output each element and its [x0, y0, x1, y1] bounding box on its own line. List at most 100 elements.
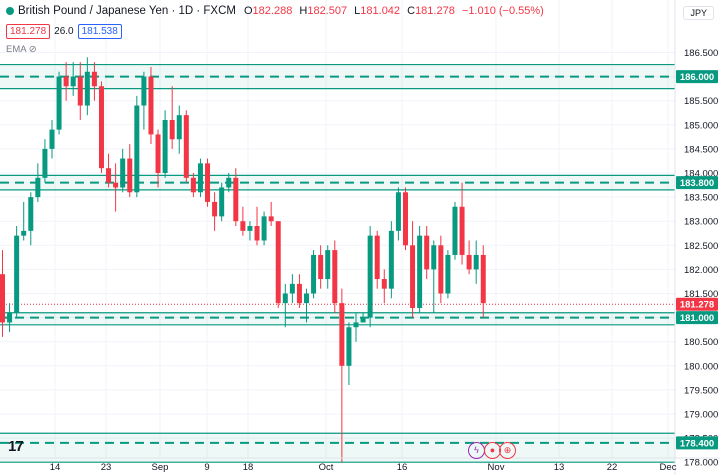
- candle-body: [77, 76, 83, 106]
- ohlc-readout: O182.288 H182.507 L181.042 C181.278 −1.0…: [243, 5, 544, 17]
- price-tag-label: 178.400: [680, 438, 714, 449]
- candle-body: [296, 283, 302, 304]
- candle-body: [275, 221, 281, 304]
- price-tag-label: 181.278: [680, 300, 714, 311]
- x-tick-label: 23: [101, 462, 112, 473]
- symbol-title[interactable]: British Pound / Japanese Yen · 1D · FXCM: [18, 5, 236, 17]
- candle-body: [459, 206, 465, 255]
- candle-body: [84, 71, 90, 106]
- candle-body: [205, 163, 211, 202]
- candle-body: [374, 235, 380, 280]
- candle-body: [70, 76, 76, 87]
- candle-body: [219, 187, 225, 217]
- candle-body: [367, 235, 373, 318]
- x-tick-label: 9: [204, 462, 209, 473]
- candle-body: [346, 327, 352, 366]
- price-tag: [676, 297, 718, 311]
- candle-body: [21, 230, 27, 236]
- candle-body: [388, 230, 394, 289]
- price-tag-label: 186.000: [680, 72, 714, 83]
- candle-body: [0, 274, 5, 323]
- y-tick-label: 183.000: [684, 217, 718, 228]
- candle-body: [282, 293, 288, 304]
- candle-body: [473, 254, 479, 270]
- candle-body: [261, 216, 267, 241]
- y-tick-label: 184.000: [684, 169, 718, 180]
- candle-body: [190, 177, 196, 193]
- candle-body: [212, 201, 218, 217]
- candle-body: [233, 177, 239, 222]
- candle-body: [402, 192, 408, 246]
- y-tick-label: 184.500: [684, 144, 718, 155]
- candle-body: [106, 168, 112, 183]
- candle-body: [452, 206, 458, 255]
- y-tick-label: 179.000: [684, 410, 718, 421]
- candle-body: [424, 235, 430, 270]
- x-tick-label: Oct: [319, 462, 334, 473]
- lightning-icon[interactable]: ϟ: [468, 442, 485, 459]
- currency-label[interactable]: JPY: [683, 6, 714, 20]
- candle-body: [49, 129, 55, 149]
- candle-body: [56, 76, 62, 130]
- candle-body: [438, 245, 444, 294]
- candle-body: [304, 293, 310, 304]
- candle-body: [381, 279, 387, 289]
- y-tick-label: 186.500: [684, 48, 718, 59]
- change-readout: −1.010 (−0.55%): [461, 5, 544, 17]
- sell-button[interactable]: 181.278: [6, 24, 51, 39]
- support-zone: [0, 433, 675, 463]
- y-tick-label: 181.500: [684, 289, 718, 300]
- x-tick-label: 18: [243, 462, 254, 473]
- candle-body: [120, 158, 126, 188]
- candle-body: [98, 86, 104, 169]
- spread-value: 26.0: [54, 26, 74, 37]
- x-tick-label: Sep: [152, 462, 169, 473]
- market-status-icon: [6, 7, 14, 15]
- candle-body: [395, 192, 401, 231]
- candle-body: [42, 148, 48, 178]
- globe-icon[interactable]: ⊕: [499, 442, 516, 459]
- y-tick-label: 185.500: [684, 96, 718, 107]
- candle-body: [197, 163, 203, 193]
- candle-body: [339, 303, 345, 366]
- candle-body: [480, 254, 486, 304]
- candle-body: [162, 119, 168, 173]
- chart-header: British Pound / Japanese Yen · 1D · FXCM…: [0, 0, 675, 22]
- candle-body: [14, 235, 20, 313]
- y-tick-label: 183.500: [684, 193, 718, 204]
- y-tick-label: 180.500: [684, 337, 718, 348]
- price-tag: [676, 436, 718, 450]
- candle-body: [289, 283, 295, 294]
- x-tick-label: 14: [50, 462, 61, 473]
- candle-body: [353, 322, 359, 328]
- tradingview-logo-icon: 17: [8, 438, 24, 455]
- candle-body: [141, 76, 147, 106]
- candle-body: [431, 245, 437, 270]
- x-tick-label: 16: [397, 462, 408, 473]
- x-tick-label: 22: [607, 462, 618, 473]
- candle-body: [360, 317, 366, 323]
- eye-off-icon[interactable]: ⊘: [28, 44, 37, 55]
- price-tag-label: 183.800: [680, 178, 714, 189]
- candle-body: [318, 254, 324, 280]
- candle-body: [28, 197, 34, 231]
- price-tag: [676, 311, 718, 325]
- support-zone: [0, 312, 675, 325]
- candle-body: [240, 221, 246, 231]
- y-tick-label: 182.000: [684, 265, 718, 276]
- candle-body: [183, 115, 189, 178]
- candle-body: [169, 119, 175, 140]
- y-tick-label: 179.500: [684, 385, 718, 396]
- buy-button[interactable]: 181.538: [77, 24, 122, 39]
- y-tick-label: 178.000: [684, 458, 718, 469]
- indicator-legend[interactable]: EMA ⊘: [6, 44, 37, 55]
- candle-body: [7, 312, 13, 323]
- candle-body: [325, 250, 331, 280]
- candle-body: [127, 158, 133, 193]
- candle-body: [155, 134, 161, 173]
- candle-body: [176, 115, 182, 140]
- y-tick-label: 182.500: [684, 241, 718, 252]
- candle-body: [113, 182, 119, 188]
